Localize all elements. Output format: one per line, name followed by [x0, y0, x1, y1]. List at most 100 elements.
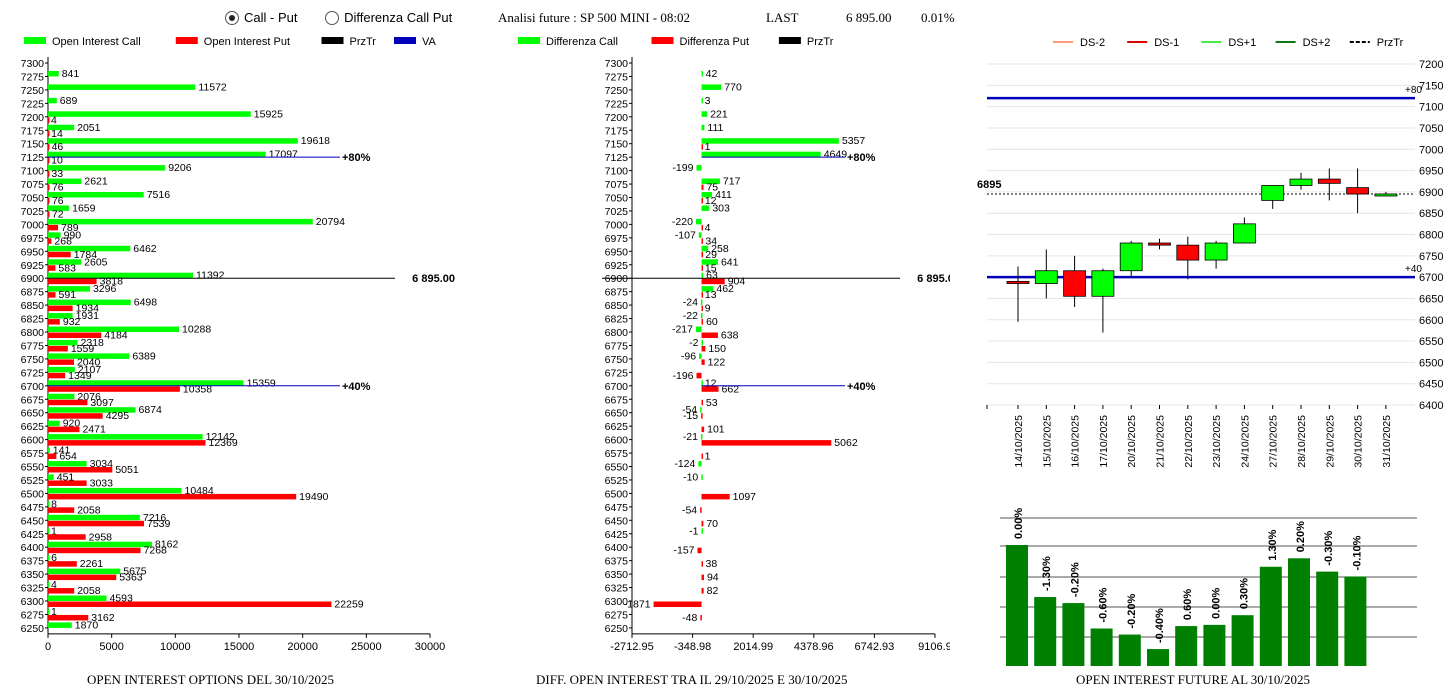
y-tick-label: 7100	[1419, 102, 1443, 114]
put-bar-6725	[696, 372, 702, 379]
future-bar-12	[1344, 576, 1367, 666]
put-bar-6750	[701, 359, 705, 365]
strike-label: 6275	[21, 609, 45, 621]
legend-swatch-1	[651, 37, 674, 44]
legend-swatch-0	[518, 37, 540, 44]
future-bar-1	[1034, 597, 1057, 666]
call-value-6600: 12142	[206, 431, 235, 443]
put-bar-6425	[48, 534, 86, 540]
radio-call-put-circle[interactable]	[225, 10, 239, 25]
call-value-6925: 641	[721, 256, 739, 268]
put-value-7200: 4	[51, 114, 57, 126]
call-bar-6650	[700, 407, 702, 413]
put-bar-6875	[701, 292, 704, 298]
strike-label: 6450	[21, 515, 45, 527]
x-tick-label: 25000	[351, 641, 382, 653]
put-bar-6300	[653, 601, 702, 607]
call-value-6525: -10	[683, 471, 698, 483]
call-bar-7225	[48, 97, 57, 104]
legend-swatch-0	[24, 37, 46, 44]
call-value-6275: 1	[51, 606, 57, 618]
call-bar-6475	[48, 501, 50, 507]
put-value-6850: 9	[705, 303, 711, 315]
candle-body-28/10/2025	[1289, 178, 1313, 186]
x-tick-label: 4378.96	[794, 641, 834, 653]
strike-label: 6650	[21, 408, 45, 420]
future-bar-6	[1175, 626, 1198, 666]
put-value-7075: 76	[52, 182, 64, 194]
call-bar-6325	[48, 582, 50, 588]
put-bar-6800	[701, 332, 718, 338]
call-value-7125: 17097	[269, 149, 298, 161]
footer-options: OPEN INTEREST OPTIONS DEL 30/10/2025	[87, 672, 334, 687]
y-tick-label: 6550	[1419, 336, 1443, 348]
legend-label-2: DS+1	[1228, 37, 1256, 49]
call-bar-7025	[48, 205, 70, 211]
strike-label: 7125	[21, 152, 45, 164]
put-bar-7125	[48, 157, 50, 164]
strike-label: 7075	[21, 179, 45, 191]
radio-diff[interactable]: Differenza Call Put	[325, 10, 452, 25]
legend-label-4: PrzTr	[1377, 37, 1404, 49]
put-value-6800: 4184	[104, 330, 128, 342]
call-bar-7250	[48, 84, 196, 90]
put-value-6825: 932	[63, 316, 81, 328]
put-value-7050: 76	[52, 195, 64, 207]
put-bar-6700	[701, 386, 719, 392]
call-value-7150: 5357	[842, 135, 866, 147]
strike-label: 6675	[21, 394, 45, 406]
strike-label: 6900	[21, 273, 45, 285]
put-value-6275: -48	[682, 612, 697, 624]
put-value-6425: 2958	[89, 531, 113, 543]
call-bar-7100	[696, 165, 702, 171]
strike-label: 6300	[605, 596, 629, 608]
radio-diff-circle[interactable]	[325, 10, 340, 25]
candle-body-23/10/2025	[1204, 242, 1228, 261]
call-bar-6250	[48, 622, 72, 628]
put-bar-6950	[701, 251, 704, 258]
legend-swatch-3	[394, 37, 416, 44]
call-bar-7075	[48, 178, 82, 185]
strike-label: 7150	[21, 139, 45, 151]
call-value-6400: 8162	[155, 539, 179, 551]
call-value-6800: 10288	[182, 324, 211, 336]
header-last-value: 6 895.00	[846, 10, 892, 25]
put-value-6725: -196	[673, 370, 694, 382]
call-value-6750: 6389	[132, 350, 156, 362]
strike-label: 7175	[21, 125, 45, 137]
future-bar-label-8: 0.30%	[1239, 578, 1251, 609]
strike-label: 6500	[605, 488, 629, 500]
strike-label: 6825	[605, 314, 629, 326]
put-bar-7000	[48, 224, 59, 231]
call-bar-6500	[48, 487, 182, 494]
future-bar-2	[1062, 603, 1085, 666]
future-bar-label-1: -1.30%	[1041, 556, 1053, 591]
header-last-label: LAST	[766, 10, 799, 25]
call-value-7025: 1659	[72, 202, 96, 214]
strike-label: 7000	[21, 219, 45, 231]
legend-label-1: Differenza Put	[680, 36, 750, 48]
call-value-6925: 2605	[84, 256, 108, 268]
call-bar-7200	[48, 111, 251, 117]
future-bar-0	[1006, 545, 1028, 666]
call-bar-7075	[701, 178, 720, 185]
date-label: 28/10/2025	[1296, 415, 1308, 468]
strike-label: 7050	[605, 193, 629, 205]
call-bar-6675	[48, 393, 75, 400]
put-bar-6550	[48, 467, 113, 473]
put-bar-6275	[700, 614, 702, 621]
strike-label: 6400	[605, 542, 629, 554]
put-value-7100: 33	[51, 168, 63, 180]
call-value-7050: 411	[715, 189, 732, 201]
call-value-7100: 9206	[168, 162, 192, 174]
call-bar-6850	[48, 299, 131, 306]
put-value-6925: 15	[705, 262, 717, 274]
x-tick-label: 6742.93	[855, 641, 895, 653]
radio-call-put[interactable]: Call - Put	[225, 10, 297, 25]
call-bar-6375	[48, 555, 50, 561]
put-value-7150: 46	[52, 141, 64, 153]
va-label: +80%	[847, 152, 876, 164]
candle-body-15/10/2025	[1034, 270, 1058, 284]
call-value-6975: -107	[675, 229, 696, 241]
va-label: +80%	[342, 152, 371, 164]
